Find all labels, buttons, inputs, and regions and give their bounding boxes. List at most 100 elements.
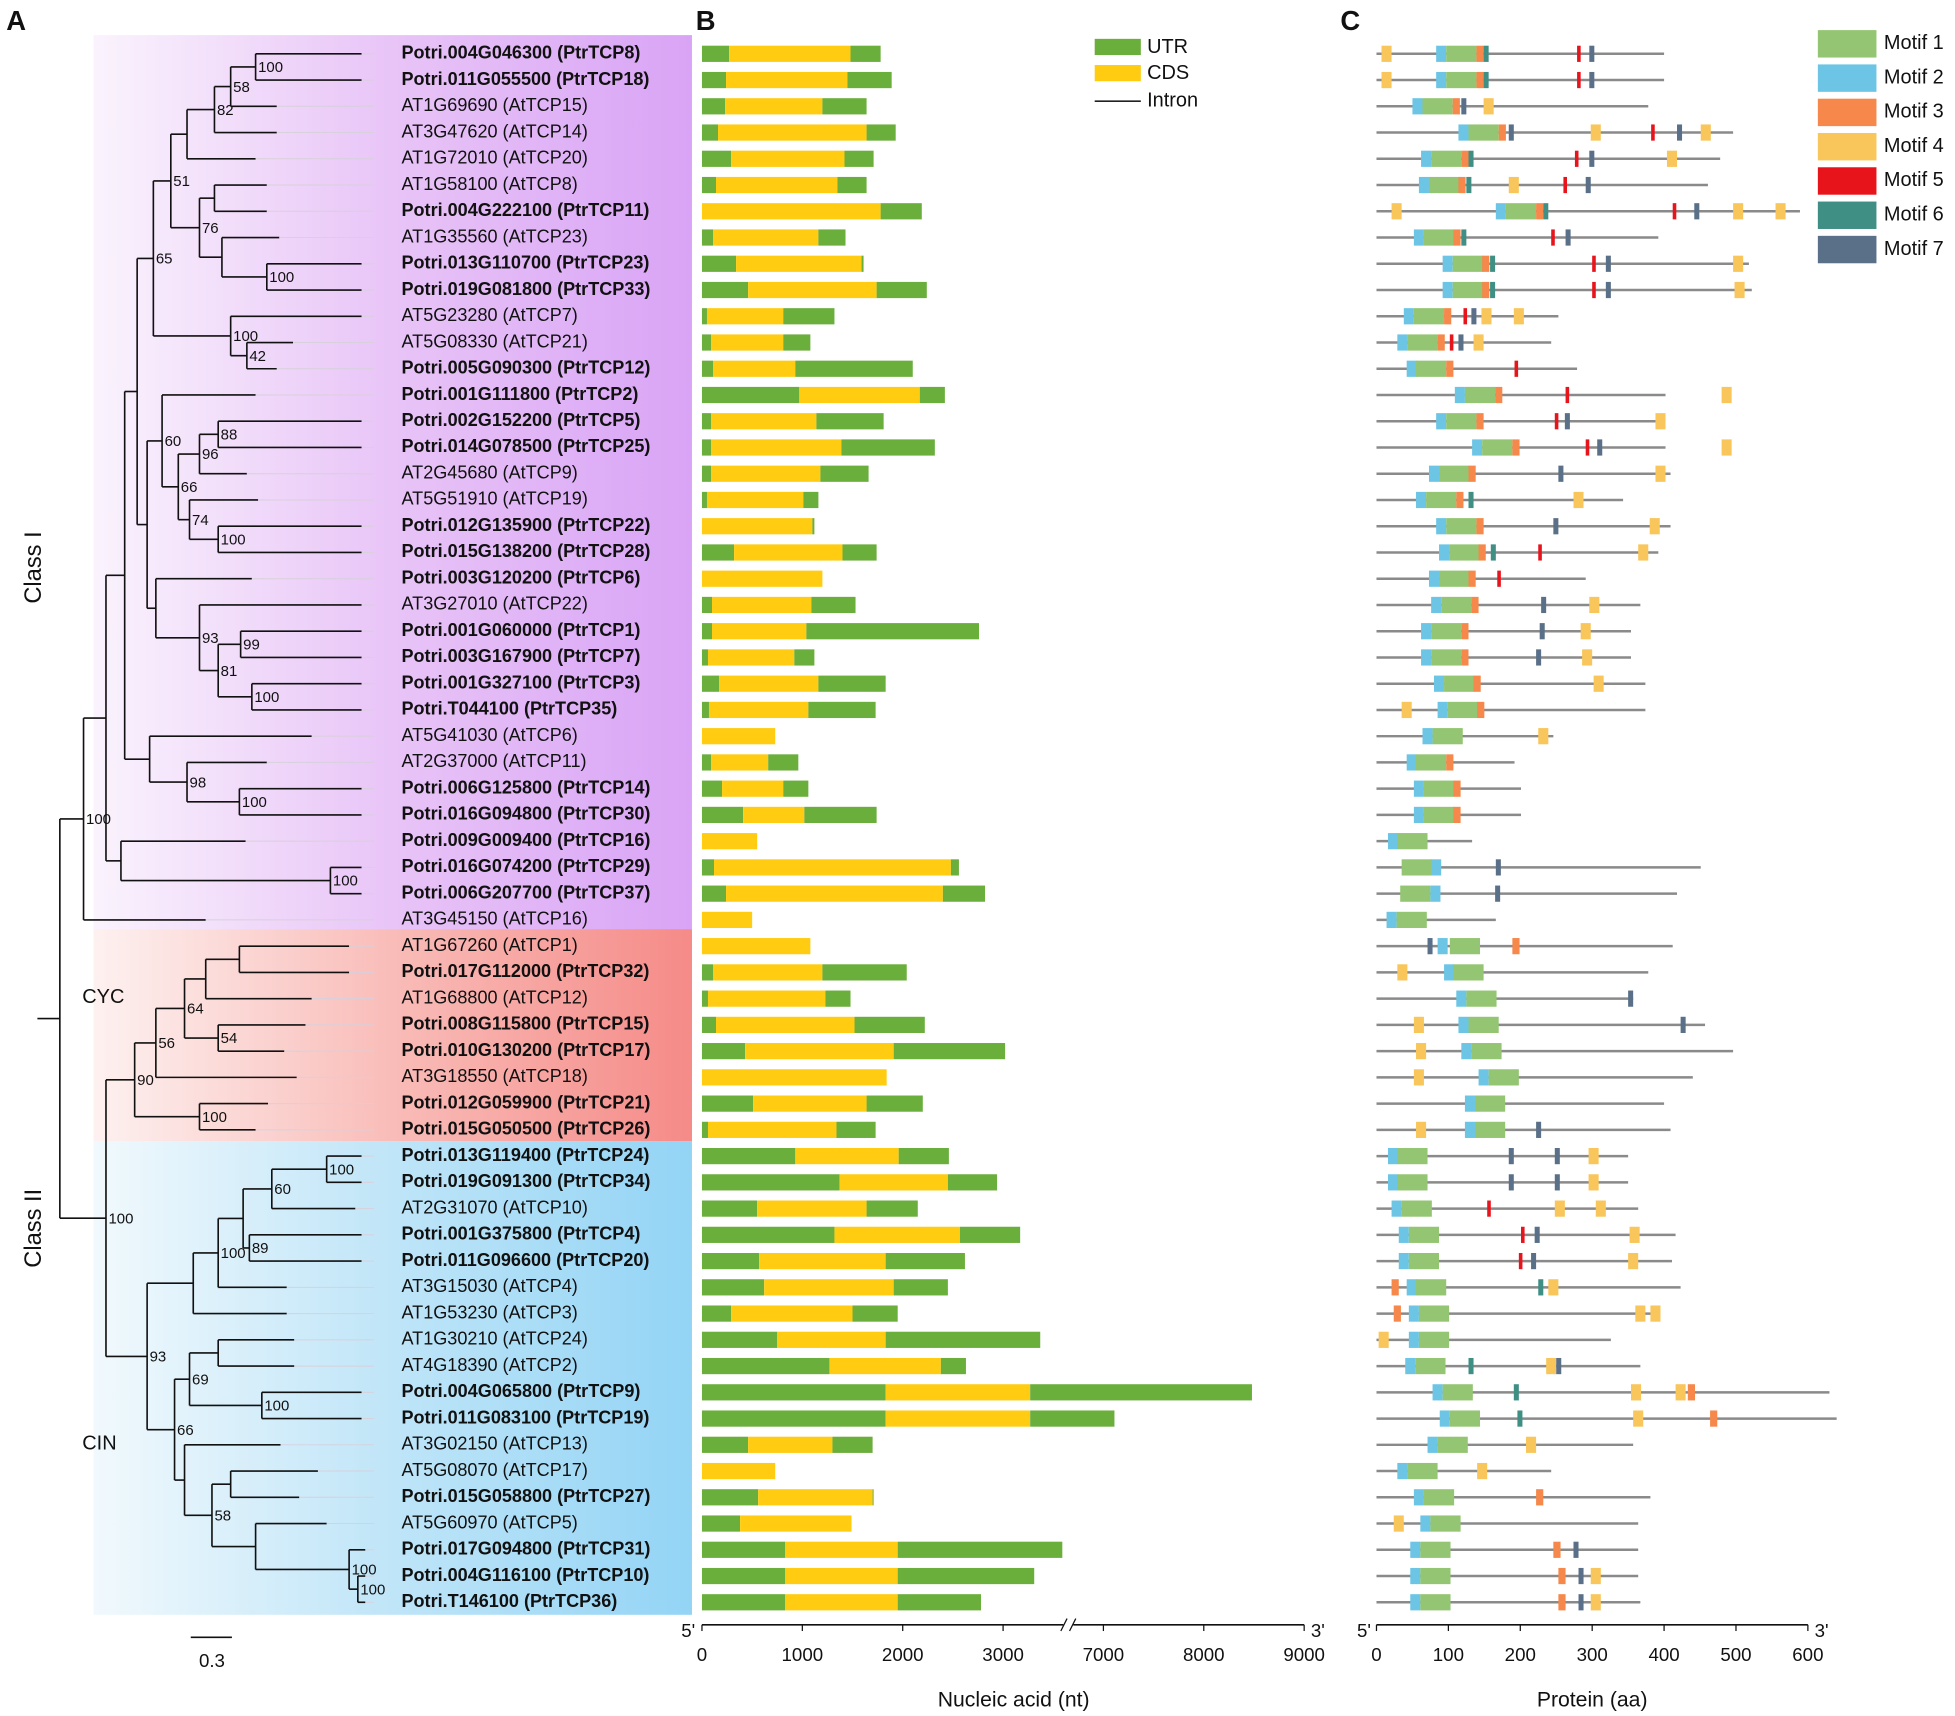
bootstrap-value: 100 [352,1562,377,1579]
motif [1574,150,1579,167]
cds [785,1541,898,1558]
bootstrap-value: 93 [202,630,219,647]
bootstrap-value: 76 [202,220,219,237]
cds [716,1016,855,1033]
bootstrap-value: 100 [264,1398,289,1415]
gene-label: Potri.004G222100 (PtrTCP11) [401,200,649,220]
motif [1538,544,1542,561]
motif [1468,124,1499,141]
gene-label: Potri.019G081800 (PtrTCP33) [401,279,650,299]
panel-label: C [1340,5,1360,36]
gene-label: Potri.T146100 (PtrTCP36) [401,1591,617,1611]
motif [1461,150,1469,167]
motif [1405,1357,1416,1375]
legend-label: Motif 4 [1884,135,1944,157]
motif [1563,176,1568,194]
motif [1393,1305,1401,1322]
bootstrap-value: 60 [165,433,182,450]
motif [1577,45,1581,62]
motif [1420,1594,1451,1611]
cds [731,150,845,167]
class-label: Class II [21,1189,47,1268]
gene-label: Potri.011G083100 (PtrTCP19) [401,1407,649,1427]
motif [1518,1252,1523,1270]
gene-label: AT3G18550 (AtTCP18) [401,1066,587,1086]
motif [1427,938,1433,955]
motif [1478,544,1486,561]
motif [1431,150,1462,167]
cds [758,1489,873,1506]
motif [1461,649,1469,666]
axis-break [1060,1618,1077,1632]
motif [1444,964,1455,981]
gene-label: AT1G53230 (AtTCP3) [401,1302,577,1322]
motif [1453,780,1461,797]
gene-label: AT1G30210 (AtTCP24) [401,1329,587,1349]
motif [1428,176,1460,194]
panel-label: B [696,5,716,36]
cds [785,1567,898,1585]
gene-label: AT1G58100 (AtTCP8) [401,174,577,194]
gene-label: AT1G69690 (AtTCP15) [401,95,587,115]
motif [1437,334,1445,351]
motif [1483,71,1489,89]
axis-title: Nucleic acid (nt) [938,1688,1090,1711]
bootstrap-value: 100 [329,1161,354,1178]
x-tick-label: 0 [697,1644,707,1665]
gene-label: Potri.002G152200 (PtrTCP5) [401,410,640,430]
motif [1721,386,1732,404]
bootstrap-value: 100 [233,328,258,345]
cds [701,833,758,850]
utr [893,1043,1006,1060]
utr [701,1279,765,1296]
utr [852,1305,898,1322]
motif [1680,1016,1686,1033]
cds [719,675,819,692]
cds [706,308,784,325]
motif [1589,71,1595,89]
cds [885,1384,1031,1401]
utr [950,859,959,876]
bootstrap-value: 65 [156,251,173,268]
cds [729,45,851,62]
legend-label: Motif 2 [1884,66,1944,88]
motif [1655,465,1666,482]
motif [1476,45,1484,62]
motif [1458,124,1469,141]
utr [803,491,819,509]
gene-label: AT1G67260 (AtTCP1) [401,935,577,955]
motif [1401,701,1412,719]
utr [701,964,713,981]
gene-label: Potri.015G050500 (PtrTCP26) [401,1119,650,1139]
motif [1407,1462,1438,1480]
gene-label: Potri.010G130200 (PtrTCP17) [401,1040,650,1060]
motif [1391,1279,1399,1296]
utr [1030,1384,1252,1401]
motif [1420,1541,1451,1558]
motif [1573,491,1584,509]
cds [839,1174,948,1191]
motif [1577,71,1581,89]
motif [1505,203,1537,220]
motif [1589,45,1595,62]
motif [1539,623,1545,640]
motif [1454,386,1465,404]
motif [1416,1043,1427,1060]
utr [701,439,711,456]
motif [1453,806,1461,824]
motif [1578,1567,1584,1585]
motif [1442,281,1453,299]
legend-label: Motif 1 [1884,32,1944,54]
motif [1478,1069,1489,1086]
motif [1495,203,1506,220]
motif [1650,1305,1661,1322]
motif [1413,1016,1424,1033]
motif [1391,1200,1402,1217]
utr [768,754,799,771]
motif [1407,334,1438,351]
motif [1423,1489,1455,1506]
motif [1456,990,1467,1007]
utr [842,544,877,561]
motif [1406,754,1417,771]
